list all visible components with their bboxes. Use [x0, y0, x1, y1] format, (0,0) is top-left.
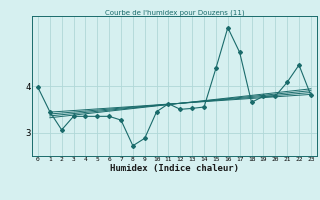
X-axis label: Humidex (Indice chaleur): Humidex (Indice chaleur) — [110, 164, 239, 173]
Title: Courbe de l'humidex pour Douzens (11): Courbe de l'humidex pour Douzens (11) — [105, 9, 244, 16]
